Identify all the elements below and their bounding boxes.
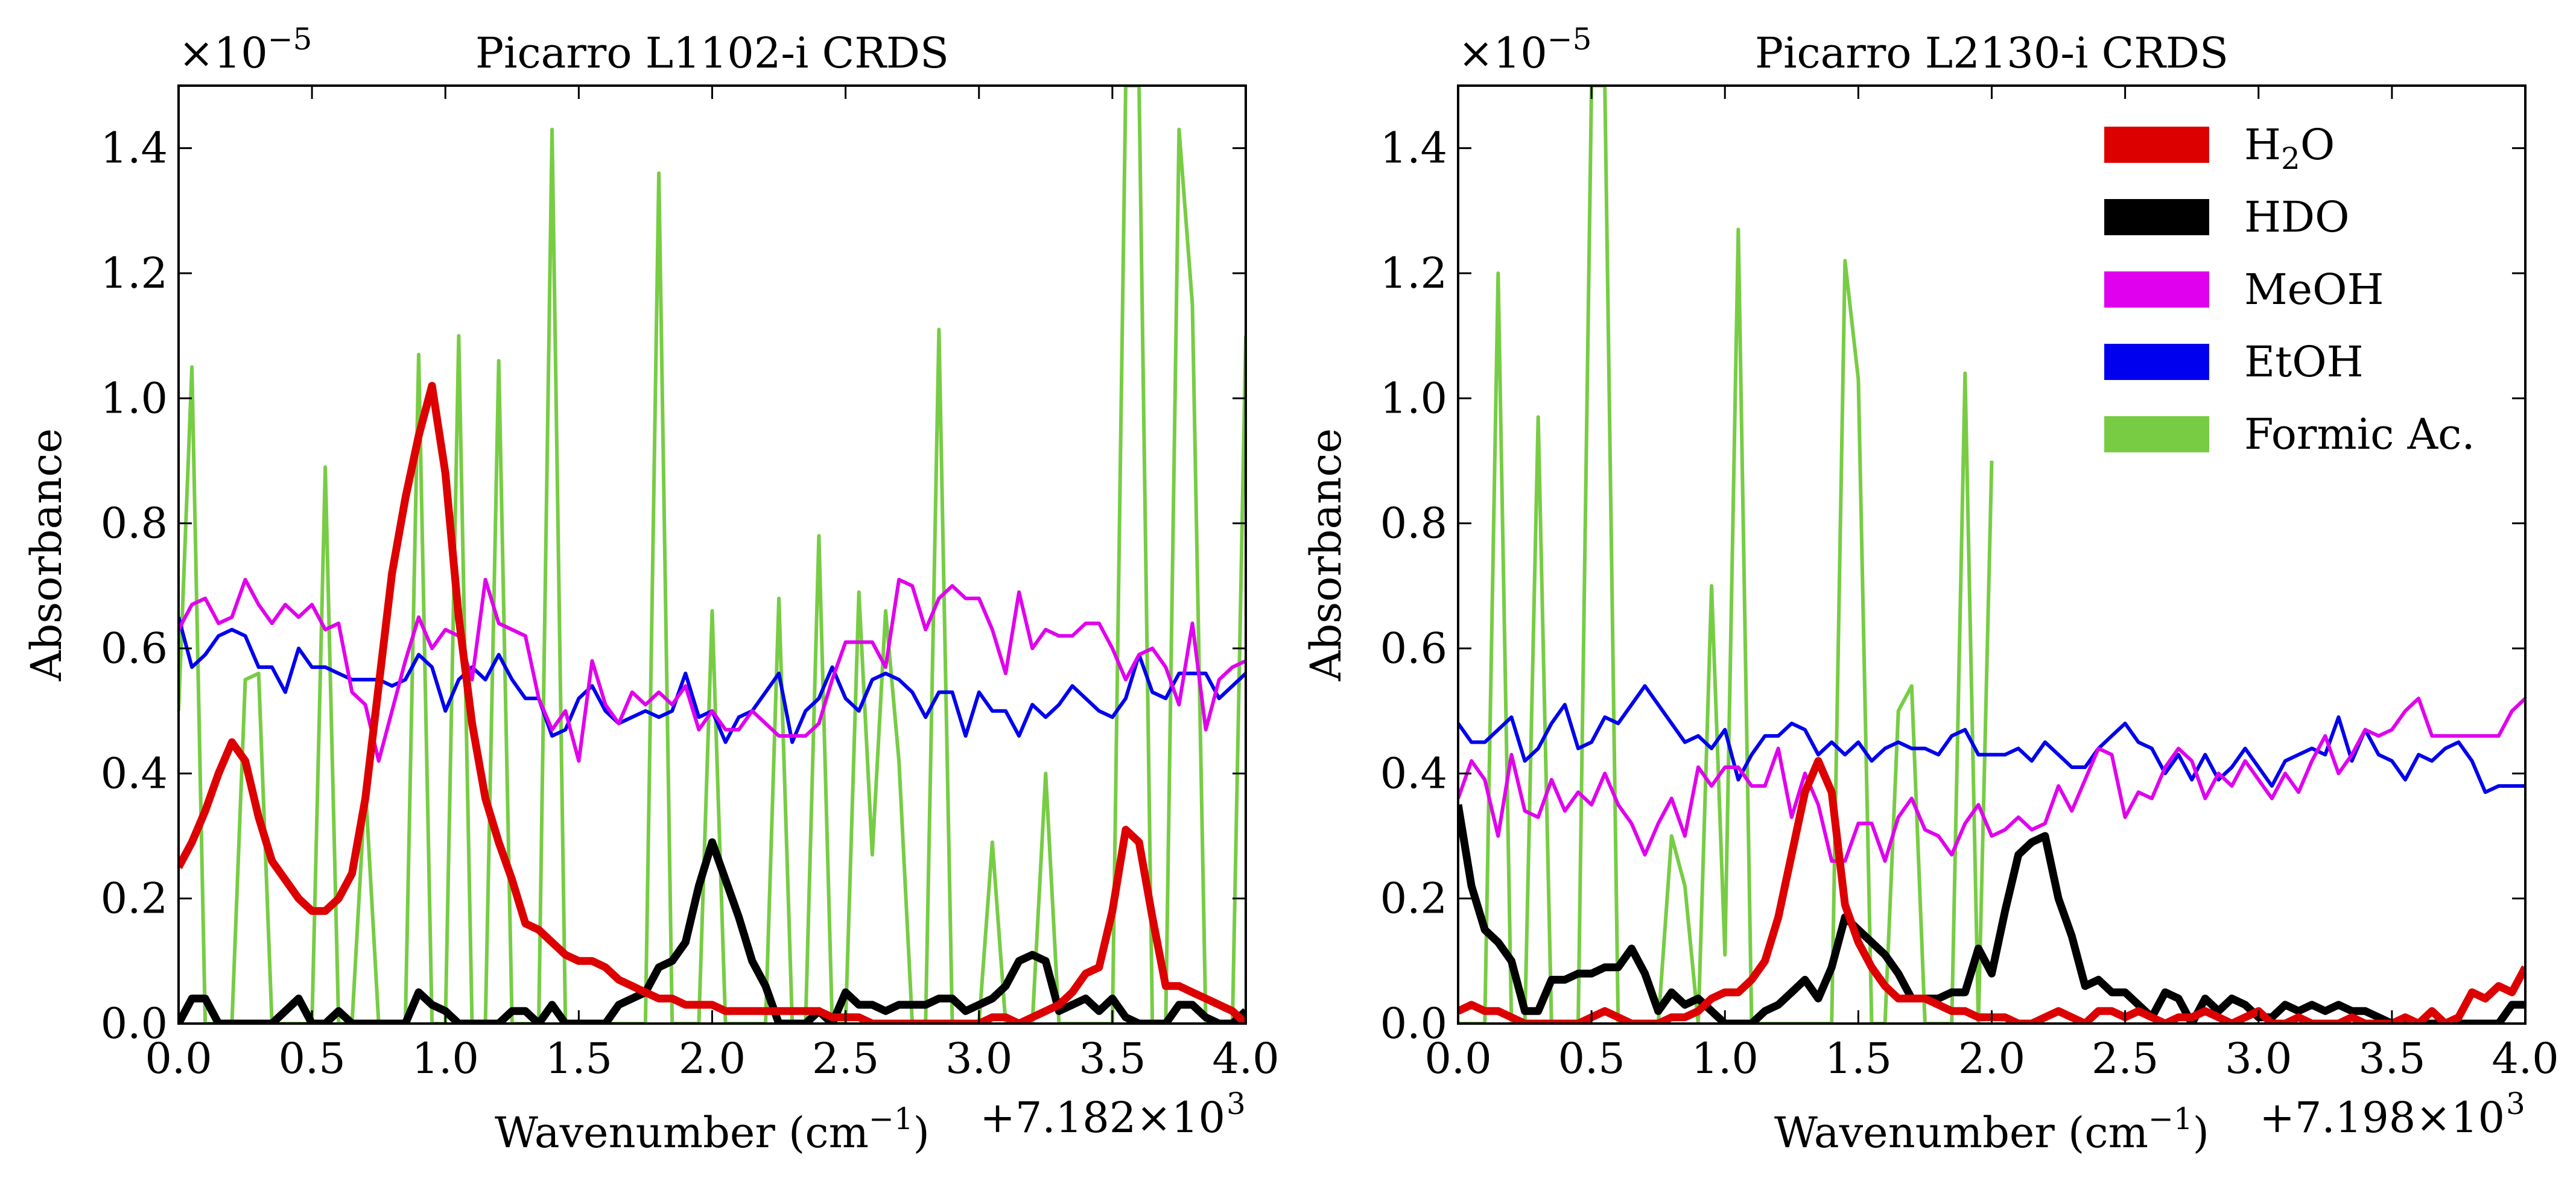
x-tick-label: 4.0 [2492,1034,2559,1083]
chart-panel-picarro-l1102i: 0.0 0.5 1.0 1.5 2.0 2.5 3.0 3.5 4.0 0.0 0.2 0.4 0.6 0… [22,22,1280,1157]
x-axis-label-exponent: −1 [2148,1101,2193,1136]
y-tick-label: 0.8 [1380,499,1447,548]
y-tick-label: 0.6 [101,624,168,673]
x-offset-exponent: 3 [1226,1086,1246,1121]
legend-label-h2o: H2O [2244,120,2335,176]
x-tick-label: 3.0 [945,1034,1012,1083]
x-axis-label-close: ) [2193,1108,2209,1157]
y-axis-label: Absorbance [22,428,71,682]
x-offset-exponent: 3 [2506,1086,2525,1121]
x-tick-label: 0.5 [1558,1034,1625,1083]
legend-label-etoh: EtOH [2244,337,2364,387]
series-line-meoh [179,578,1246,763]
y-tick-label: 1.4 [1380,124,1447,173]
series-line-hdo [179,838,1246,1024]
x-tick-label: 1.0 [1692,1034,1759,1083]
x-tick-label: 0.0 [145,1034,212,1083]
legend: H2O HDO MeOH EtOH Formic Ac. [2104,120,2475,459]
y-tick-label: 0.0 [101,999,168,1048]
x-offset-label: +7.182×10 [980,1093,1225,1142]
y-tick-label: 1.0 [1380,373,1447,423]
y-axis-label: Absorbance [1301,428,1351,682]
series-line-hdo [1458,804,2525,1024]
x-axis-label-close: ) [913,1108,930,1157]
chart-panel-picarro-l2130i: 0.0 0.5 1.0 1.5 2.0 2.5 3.0 3.5 4.0 0.0 0.2 0.4 0.6 0… [1301,22,2559,1157]
x-axis-label-exponent: −1 [869,1101,913,1136]
y-tick-label: 0.4 [101,749,168,798]
series-line-meoh [1458,696,2525,863]
y-tick-label: 0.6 [1380,624,1447,673]
y-tick-label: 0.4 [1380,749,1447,798]
y-tick-label: 1.2 [101,249,168,298]
x-offset-base: +7.182×10 [980,1093,1225,1142]
series-line-formic [1458,86,1994,1024]
legend-swatch-h2o [2104,127,2209,163]
y-scale-factor: ×10−5 [179,22,312,78]
y-scale-factor: ×10−5 [1458,22,1591,78]
x-tick-label: 3.0 [2225,1034,2292,1083]
y-tick-label: 1.2 [1380,249,1447,298]
y-tick-label: 1.0 [101,373,168,423]
y-tick-label: 0.2 [101,874,168,923]
series-group [179,86,1246,1024]
legend-label-hdo: HDO [2244,192,2350,242]
legend-swatch-meoh [2104,271,2209,308]
y-scale-base: ×10 [179,28,268,78]
x-tick-label: 1.5 [545,1034,612,1083]
x-tick-label: 2.0 [679,1034,746,1083]
y-scale-exponent: −5 [268,22,312,57]
y-scale-base: ×10 [1458,28,1547,78]
y-tick-label: 1.4 [101,124,168,173]
x-tick-label: 3.5 [1079,1034,1146,1083]
x-tick-label: 0.0 [1424,1034,1491,1083]
x-tick-label: 2.5 [812,1034,879,1083]
y-scale-exponent: −5 [1547,22,1592,57]
chart-title: Picarro L1102-i CRDS [475,28,949,78]
legend-swatch-etoh [2104,344,2209,380]
x-axis-label-text: Wavenumber (cm [495,1108,869,1157]
x-tick-label: 1.5 [1825,1034,1892,1083]
y-tick-label: 0.8 [101,499,168,548]
y-tick-label: 0.0 [1380,999,1447,1048]
x-axis-label: Wavenumber (cm−1) [1774,1101,2209,1157]
x-tick-label: 4.0 [1212,1034,1279,1083]
x-tick-label: 1.0 [412,1034,479,1083]
x-tick-label: 3.5 [2358,1034,2425,1083]
series-line-h2o [179,382,1246,1024]
y-tick-label: 0.2 [1380,874,1447,923]
x-tick-label: 0.5 [278,1034,345,1083]
legend-swatch-hdo [2104,199,2209,235]
x-axis-label-text: Wavenumber (cm [1774,1108,2148,1157]
x-offset-base: +7.198×10 [2259,1093,2505,1142]
x-tick-label: 2.5 [2092,1034,2159,1083]
x-axis-label: Wavenumber (cm−1) [495,1101,930,1157]
legend-label-meoh: MeOH [2244,265,2384,314]
x-offset-label: +7.198×10 [2259,1093,2505,1142]
legend-label-formic: Formic Ac. [2244,410,2475,459]
x-tick-label: 2.0 [1958,1034,2025,1083]
series-line-etoh [1458,684,2525,794]
legend-swatch-formic [2104,416,2209,452]
chart-title: Picarro L2130-i CRDS [1755,28,2229,78]
